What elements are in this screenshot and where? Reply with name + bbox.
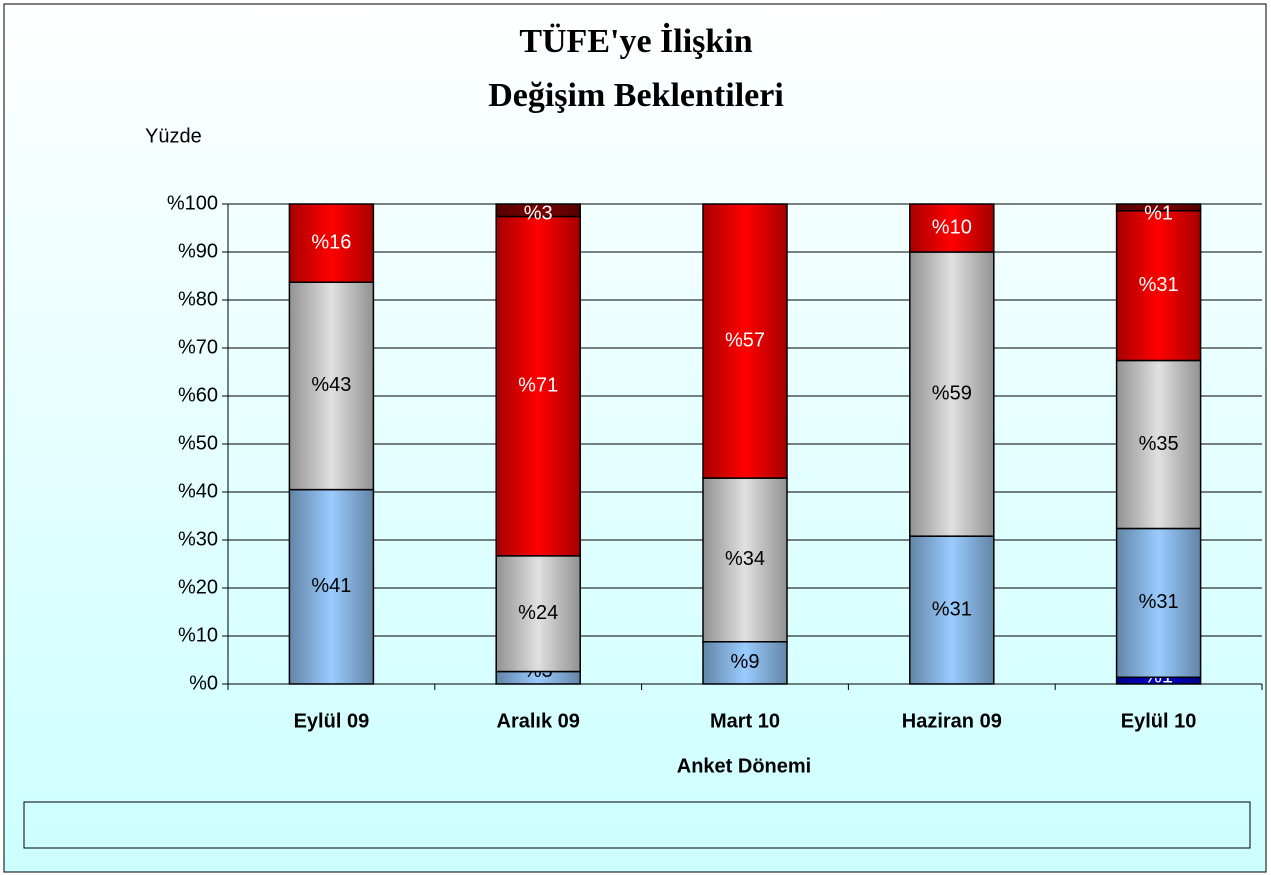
bar-shading (496, 216, 581, 556)
bar-shading (1116, 528, 1201, 678)
bar-shading (703, 641, 787, 684)
bar-shading (289, 282, 374, 490)
y-tick-label: %10 (178, 624, 218, 646)
bar-shading (496, 204, 581, 217)
x-axis-label: Anket Dönemi (677, 755, 811, 777)
bar-shading (289, 204, 374, 283)
y-tick-label: %20 (178, 576, 218, 598)
chart-title: Değişim Beklentileri (488, 77, 784, 114)
x-tick-label: Haziran 09 (902, 710, 1002, 732)
x-tick-label: Mart 10 (710, 710, 780, 732)
data-label: %43 (311, 374, 351, 396)
bar-shading (703, 204, 787, 479)
bar-shading (1116, 677, 1201, 684)
bar-shading (1116, 210, 1201, 361)
bar-shading (909, 252, 994, 537)
y-tick-label: %100 (167, 192, 218, 214)
data-label: %31 (1139, 274, 1179, 296)
data-label: %34 (725, 548, 765, 570)
y-axis-label: Yüzde (145, 125, 202, 147)
bar-shading (1116, 204, 1201, 211)
data-label: %24 (518, 602, 558, 624)
y-tick-label: %50 (178, 432, 218, 454)
y-tick-label: %0 (189, 672, 218, 694)
data-label: %10 (932, 216, 972, 238)
data-label: %16 (311, 231, 351, 253)
bar-shading (909, 204, 994, 252)
y-tick-label: %60 (178, 384, 218, 406)
data-label: %1 (1144, 202, 1173, 224)
y-tick-label: %30 (178, 528, 218, 550)
data-label: %31 (1139, 591, 1179, 613)
bar-shading (1116, 360, 1201, 529)
data-label: %71 (518, 374, 558, 396)
bar-shading (909, 536, 994, 684)
data-label: %3 (524, 202, 553, 224)
bar-shading (496, 671, 581, 684)
chart-background (3, 3, 1267, 873)
y-tick-label: %70 (178, 336, 218, 358)
data-label: %59 (932, 382, 972, 404)
footnote-box (23, 801, 1251, 849)
bar-shading (289, 489, 374, 684)
data-label: %57 (725, 329, 765, 351)
x-tick-label: Aralık 09 (497, 710, 580, 732)
y-tick-label: %90 (178, 240, 218, 262)
y-tick-label: %40 (178, 480, 218, 502)
bar-shading (496, 555, 581, 672)
data-label: %31 (932, 598, 972, 620)
x-tick-label: Eylül 10 (1121, 710, 1197, 732)
data-label: %9 (731, 651, 760, 673)
data-label: %41 (311, 575, 351, 597)
y-tick-label: %80 (178, 288, 218, 310)
bar-shading (703, 478, 787, 642)
chart-title: TÜFE'ye İlişkin (519, 22, 752, 60)
x-tick-label: Eylül 09 (294, 710, 370, 732)
data-label: %35 (1139, 433, 1179, 455)
